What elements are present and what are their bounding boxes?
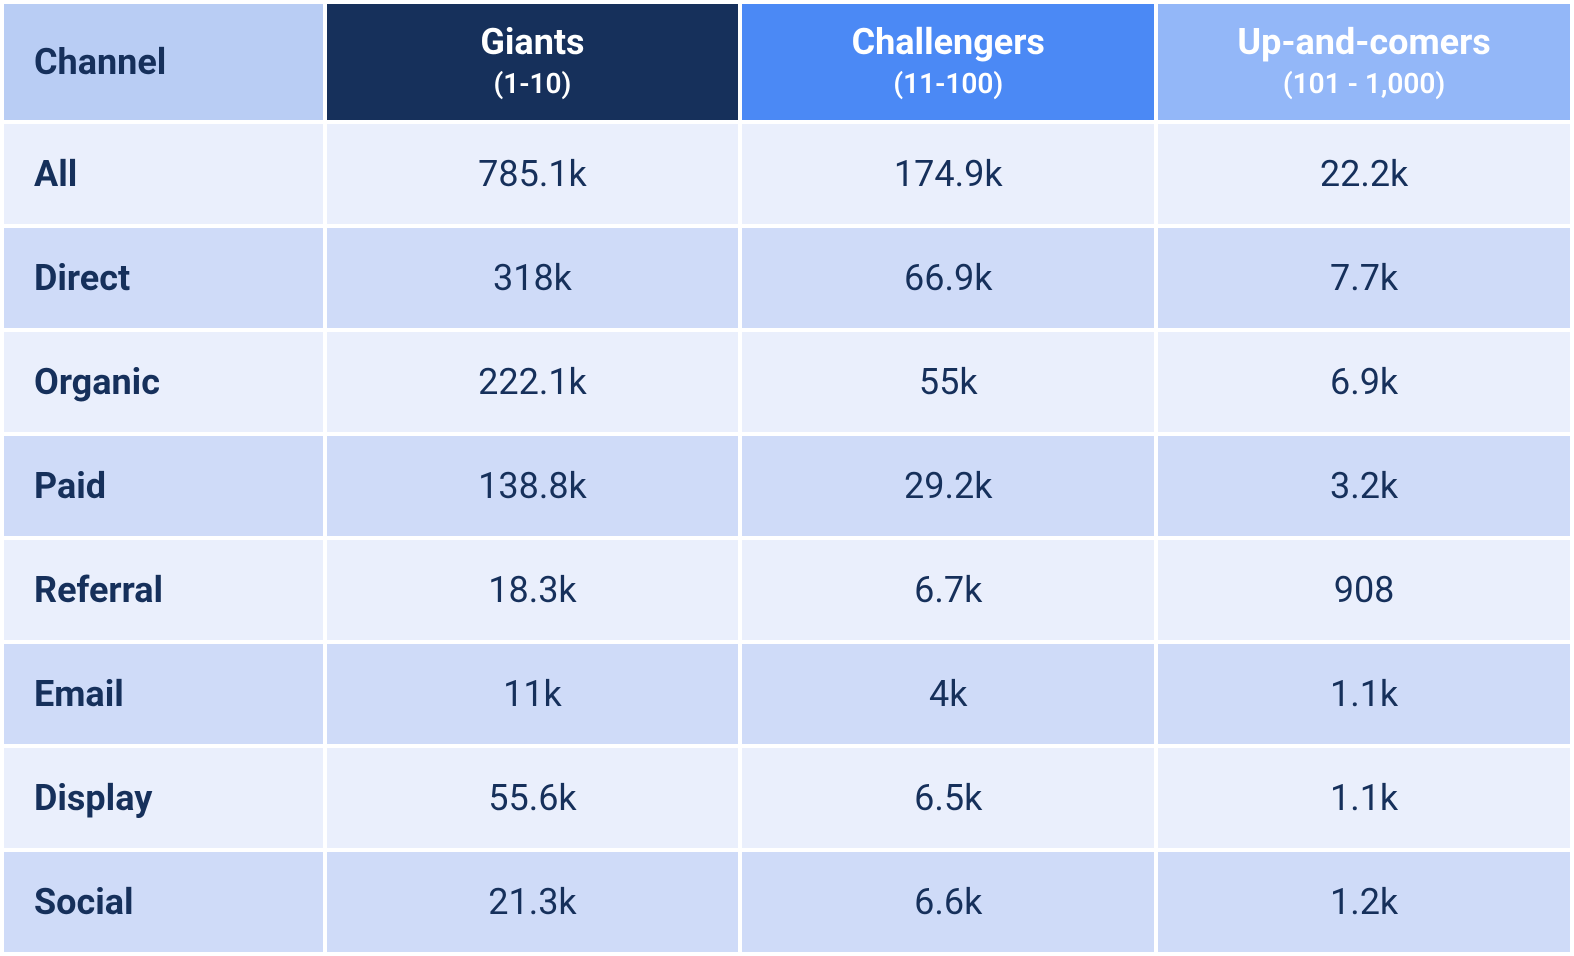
- data-cell: 908: [1158, 540, 1570, 640]
- data-cell: 3.2k: [1158, 436, 1570, 536]
- tier-title: Up-and-comers: [1158, 21, 1570, 64]
- table-body: All 785.1k 174.9k 22.2k Direct 318k 66.9…: [4, 124, 1570, 952]
- row-label-display: Display: [4, 748, 323, 848]
- data-cell: 6.7k: [742, 540, 1154, 640]
- data-cell: 1.2k: [1158, 852, 1570, 952]
- header-row: Channel Giants (1-10) Challengers (11-10…: [4, 4, 1570, 120]
- column-header-challengers: Challengers (11-100): [742, 4, 1154, 120]
- tier-subtitle: (101 - 1,000): [1158, 64, 1570, 103]
- data-cell: 22.2k: [1158, 124, 1570, 224]
- row-label-social: Social: [4, 852, 323, 952]
- data-table: Channel Giants (1-10) Challengers (11-10…: [0, 0, 1574, 956]
- data-cell: 66.9k: [742, 228, 1154, 328]
- data-cell: 138.8k: [327, 436, 739, 536]
- data-cell: 55.6k: [327, 748, 739, 848]
- table-row: Social 21.3k 6.6k 1.2k: [4, 852, 1570, 952]
- data-cell: 7.7k: [1158, 228, 1570, 328]
- data-cell: 6.6k: [742, 852, 1154, 952]
- data-cell: 6.9k: [1158, 332, 1570, 432]
- data-cell: 174.9k: [742, 124, 1154, 224]
- column-header-channel: Channel: [4, 4, 323, 120]
- row-label-email: Email: [4, 644, 323, 744]
- data-cell: 318k: [327, 228, 739, 328]
- tier-title: Giants: [327, 21, 739, 64]
- column-header-upandcomers: Up-and-comers (101 - 1,000): [1158, 4, 1570, 120]
- row-label-organic: Organic: [4, 332, 323, 432]
- tier-subtitle: (11-100): [742, 64, 1154, 103]
- data-cell: 1.1k: [1158, 748, 1570, 848]
- row-label-all: All: [4, 124, 323, 224]
- table-row: Email 11k 4k 1.1k: [4, 644, 1570, 744]
- row-label-paid: Paid: [4, 436, 323, 536]
- data-cell: 4k: [742, 644, 1154, 744]
- data-cell: 6.5k: [742, 748, 1154, 848]
- table-row: Referral 18.3k 6.7k 908: [4, 540, 1570, 640]
- data-cell: 55k: [742, 332, 1154, 432]
- data-cell: 1.1k: [1158, 644, 1570, 744]
- data-cell: 18.3k: [327, 540, 739, 640]
- table-row: All 785.1k 174.9k 22.2k: [4, 124, 1570, 224]
- row-label-referral: Referral: [4, 540, 323, 640]
- column-header-giants: Giants (1-10): [327, 4, 739, 120]
- data-cell: 222.1k: [327, 332, 739, 432]
- data-cell: 11k: [327, 644, 739, 744]
- table-row: Direct 318k 66.9k 7.7k: [4, 228, 1570, 328]
- table-row: Organic 222.1k 55k 6.9k: [4, 332, 1570, 432]
- row-label-direct: Direct: [4, 228, 323, 328]
- table-row: Display 55.6k 6.5k 1.1k: [4, 748, 1570, 848]
- data-cell: 29.2k: [742, 436, 1154, 536]
- tier-subtitle: (1-10): [327, 64, 739, 103]
- data-cell: 21.3k: [327, 852, 739, 952]
- table-row: Paid 138.8k 29.2k 3.2k: [4, 436, 1570, 536]
- channel-tier-table: Channel Giants (1-10) Challengers (11-10…: [0, 0, 1574, 956]
- tier-title: Challengers: [742, 21, 1154, 64]
- data-cell: 785.1k: [327, 124, 739, 224]
